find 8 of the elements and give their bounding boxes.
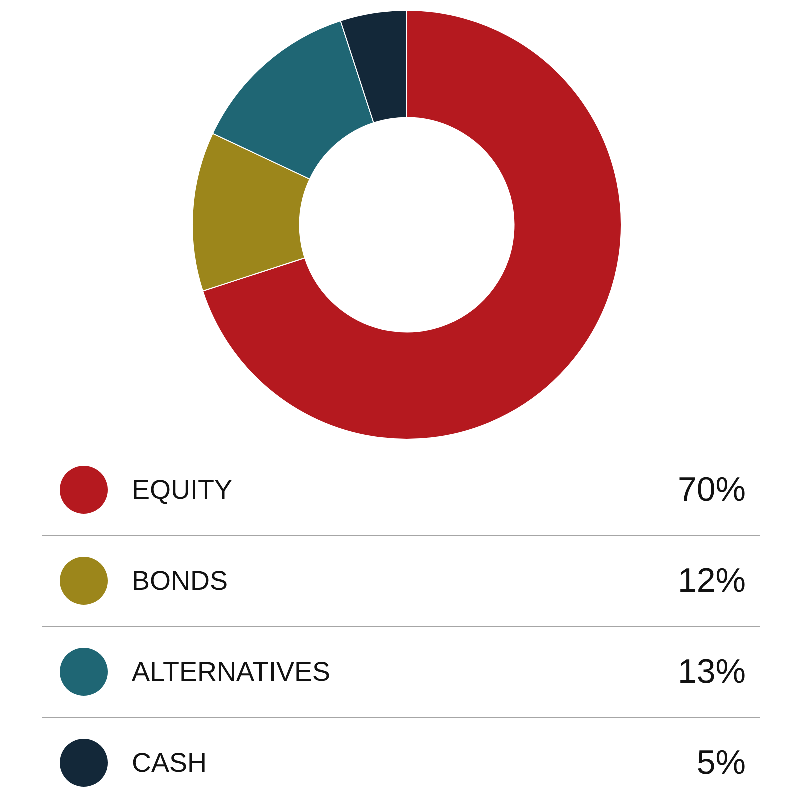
legend-label: CASH xyxy=(132,748,208,778)
legend-label: EQUITY xyxy=(132,474,233,506)
legend-label: ALTERNATIVES xyxy=(132,656,331,688)
legend-label: BONDS xyxy=(132,566,228,596)
data-label: 12% xyxy=(678,562,746,600)
data-label: 70% xyxy=(678,470,746,510)
data-label: 13% xyxy=(678,652,746,692)
data-label: 5% xyxy=(696,744,746,782)
